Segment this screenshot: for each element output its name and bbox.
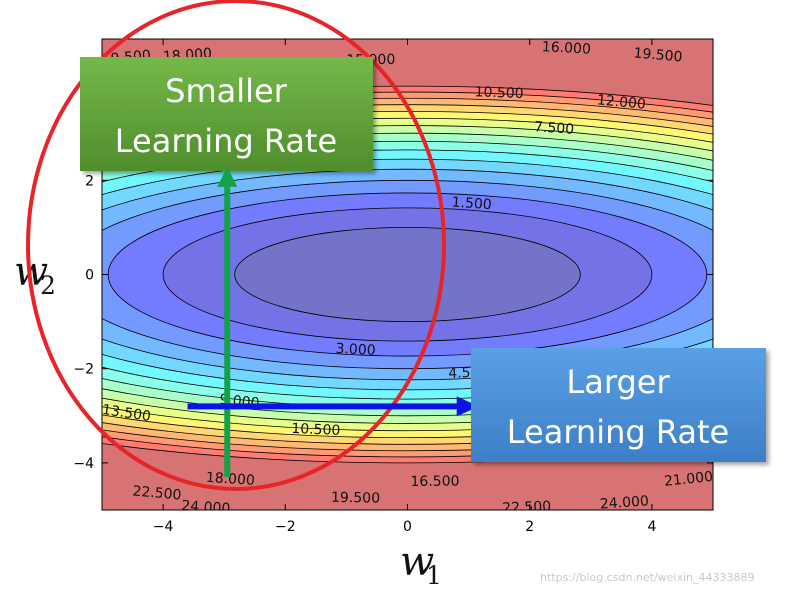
x-tick-label: −2 xyxy=(275,519,296,535)
x-axis-label: w 1 xyxy=(400,539,442,590)
contour-label: 22.500 xyxy=(502,499,552,517)
contour-line xyxy=(102,91,713,458)
x-tick-label: 2 xyxy=(525,519,534,535)
contour-label: 10.500 xyxy=(291,421,341,439)
contour-label: 10.500 xyxy=(474,84,524,102)
contour-line xyxy=(102,117,713,432)
small-rate-circle xyxy=(26,0,446,491)
contour-label: 16.500 xyxy=(410,473,459,490)
contour-line xyxy=(102,132,713,417)
smaller-box-background xyxy=(80,57,373,171)
contour-label: 13.500 xyxy=(101,402,152,425)
contour-label: 19.500 xyxy=(633,45,683,65)
smaller-box-line2: Learning Rate xyxy=(115,122,337,160)
contour-line xyxy=(102,125,713,424)
contour-label: 18.000 xyxy=(205,470,255,489)
contour-label: 24.000 xyxy=(181,498,231,517)
contour-band xyxy=(234,227,581,322)
watermark-text: https://blog.csdn.net/weixin_44333889 xyxy=(540,571,755,584)
smaller-box-line1: Smaller xyxy=(165,72,288,110)
larger-box-line1: Larger xyxy=(566,363,670,401)
contour-label: 1.500 xyxy=(451,195,492,214)
larger-learning-rate-box: Larger Learning Rate xyxy=(471,348,766,462)
x-tick-label: −4 xyxy=(153,519,174,535)
y-tick-label: −2 xyxy=(73,362,94,378)
smaller-learning-rate-box: Smaller Learning Rate xyxy=(80,57,373,171)
contour-label: 21.000 xyxy=(663,469,713,490)
contour-label: 22.500 xyxy=(132,483,182,503)
contour-line xyxy=(107,192,708,357)
y-tick-label: 2 xyxy=(85,173,94,189)
axes: −4 −2 0 2 4 −4 −2 0 2 xyxy=(73,39,713,535)
horizontal-arrow-head xyxy=(456,396,479,417)
contour-line xyxy=(102,85,713,464)
arrows xyxy=(187,166,479,478)
x-tick-label: 4 xyxy=(647,519,656,535)
contour-label: 3.000 xyxy=(335,341,376,359)
contour-line xyxy=(162,207,653,342)
contour-label: 4.5 xyxy=(448,365,471,382)
contour-label: 7.500 xyxy=(534,119,575,138)
contour-lines xyxy=(102,85,713,464)
y-axis-label-subscript: 2 xyxy=(40,271,56,300)
contour-label: 24.000 xyxy=(599,493,649,512)
x-axis-label-base: w xyxy=(400,539,434,585)
y-axis-label: w 2 xyxy=(14,249,56,300)
vertical-arrow-head xyxy=(217,166,238,187)
larger-box-line2: Learning Rate xyxy=(507,413,729,451)
x-tick-label: 0 xyxy=(403,519,412,535)
contour-line xyxy=(102,97,713,452)
y-tick-label: −4 xyxy=(73,456,94,472)
contour-line xyxy=(102,179,713,370)
contour-label: 19.500 xyxy=(331,490,380,507)
x-axis-label-subscript: 1 xyxy=(426,561,442,590)
contour-line xyxy=(102,149,713,400)
contour-line xyxy=(234,226,581,322)
contour-label: 12.000 xyxy=(596,92,646,112)
contour-line xyxy=(102,158,713,391)
y-tick-label: 0 xyxy=(85,268,94,284)
larger-box-background xyxy=(471,348,766,462)
contour-line xyxy=(102,110,713,439)
contour-label: 16.000 xyxy=(541,39,591,58)
